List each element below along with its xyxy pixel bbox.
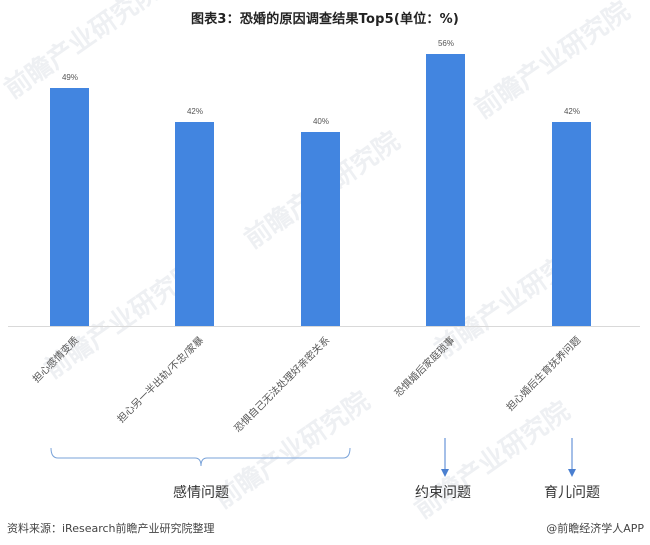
parenting-arrow-head	[568, 469, 576, 477]
bar-5	[552, 122, 591, 326]
bar-2	[175, 122, 214, 326]
group-label-parenting: 育儿问题	[544, 485, 600, 501]
value-label-3: 40%	[312, 117, 329, 126]
bar-4	[426, 54, 465, 326]
constraint-arrow-head	[441, 469, 449, 477]
credit-note: @前瞻经济学人APP	[546, 522, 644, 535]
group-label-emotion: 感情问题	[173, 485, 229, 501]
value-label-5: 42%	[563, 107, 580, 116]
chart-title: 图表3：恐婚的原因调查结果Top5(单位：%)	[191, 12, 459, 27]
value-label-2: 42%	[186, 107, 203, 116]
group-label-constraint: 约束问题	[415, 485, 471, 501]
x-axis-line	[8, 326, 640, 327]
bar-1	[50, 88, 89, 326]
emotion-bracket	[50, 447, 351, 467]
value-label-4: 56%	[437, 39, 454, 48]
source-note: 资料来源：iResearch前瞻产业研究院整理	[7, 522, 215, 535]
value-label-1: 49%	[61, 73, 78, 82]
bar-3	[301, 132, 340, 326]
